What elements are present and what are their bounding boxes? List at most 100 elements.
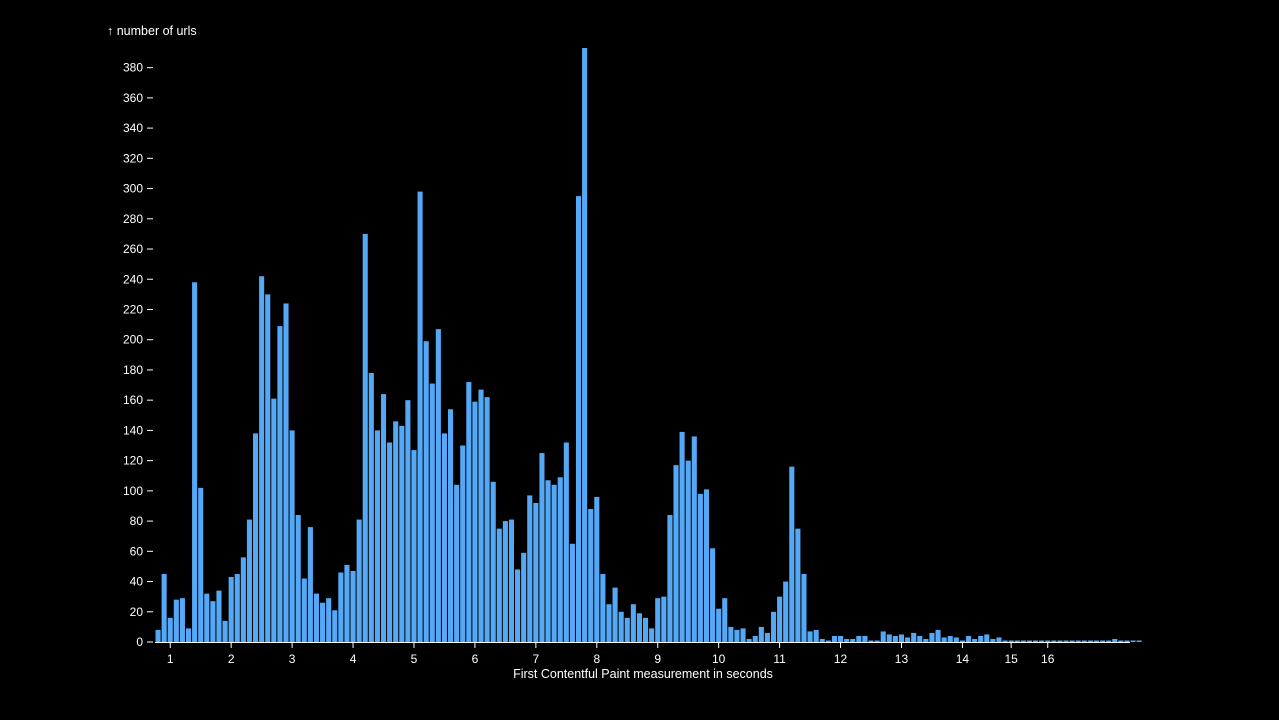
histogram-bar — [1118, 640, 1124, 642]
histogram-bar — [1136, 640, 1142, 642]
histogram-bar — [173, 599, 179, 642]
histogram-bar — [898, 634, 905, 642]
histogram-bar — [850, 638, 856, 642]
histogram-bar — [856, 635, 862, 642]
histogram-bar — [368, 372, 374, 642]
histogram-bar — [1045, 640, 1051, 642]
histogram-bar — [326, 598, 332, 642]
histogram-bar — [825, 640, 831, 642]
y-tick-label: 380 — [123, 61, 143, 75]
histogram-bar — [320, 602, 326, 642]
histogram-bar — [393, 421, 399, 642]
histogram-bar — [1087, 640, 1093, 642]
histogram-bar — [1069, 640, 1075, 642]
y-tick-label: 180 — [123, 363, 143, 377]
histogram-bar — [484, 397, 490, 642]
histogram-bar — [1020, 640, 1026, 642]
histogram-bar — [478, 389, 484, 642]
histogram-bar — [734, 629, 740, 642]
histogram-bar — [380, 394, 387, 642]
histogram-bar — [496, 528, 502, 642]
histogram-bar — [892, 635, 898, 642]
histogram-bar — [307, 527, 313, 642]
histogram-bar — [813, 629, 819, 642]
histogram-bar — [313, 593, 320, 642]
x-tick-label: 14 — [956, 652, 970, 666]
y-tick-label: 120 — [123, 454, 143, 468]
histogram-bar — [972, 638, 978, 642]
histogram-bar — [874, 640, 880, 642]
histogram-bar — [1106, 640, 1112, 642]
y-tick-label: 60 — [130, 544, 144, 558]
x-tick-label: 7 — [533, 652, 540, 666]
histogram-bar — [551, 484, 557, 642]
histogram-bar — [783, 581, 789, 642]
x-tick-label: 3 — [289, 652, 296, 666]
histogram-bar — [844, 638, 850, 642]
x-tick-label: 15 — [1004, 652, 1018, 666]
y-axis: 0 20 40 60 80 100 120 140 160 180 200 220 240 260 280 3… — [123, 61, 153, 649]
x-tick-label: 10 — [712, 652, 726, 666]
histogram-bar — [557, 477, 563, 642]
histogram-bar — [661, 596, 667, 642]
histogram-bar — [594, 496, 600, 642]
histogram-bar — [1033, 640, 1039, 642]
histogram-bar — [271, 398, 277, 642]
y-axis-label: ↑ number of urls — [107, 24, 197, 38]
x-tick-label: 8 — [593, 652, 600, 666]
histogram-bar — [179, 598, 185, 642]
y-tick-label: 0 — [136, 635, 143, 649]
histogram-bar — [838, 635, 844, 642]
histogram-bar — [728, 626, 734, 642]
histogram-bar — [606, 604, 612, 642]
histogram-bar — [764, 632, 770, 642]
histogram-bar — [161, 573, 167, 642]
histogram-bar — [155, 629, 161, 642]
histogram-bar — [911, 632, 917, 642]
histogram-bar — [1051, 640, 1057, 642]
x-tick-label: 5 — [411, 652, 418, 666]
histogram-bar — [996, 637, 1002, 642]
histogram-bar — [636, 613, 642, 642]
x-tick-label: 2 — [228, 652, 235, 666]
x-tick-label: 11 — [773, 652, 786, 666]
y-tick-label: 240 — [123, 272, 143, 286]
histogram-bar — [240, 557, 246, 642]
histogram-bar — [198, 487, 204, 642]
histogram-bar — [649, 628, 655, 642]
histogram-bar — [1014, 640, 1020, 642]
y-tick-label: 200 — [123, 333, 143, 347]
histogram-bar — [204, 593, 210, 642]
histogram-bar — [923, 638, 929, 642]
histogram-bar — [545, 480, 551, 642]
histogram-bar — [710, 548, 716, 642]
histogram-bar — [716, 608, 722, 642]
histogram-bar — [831, 635, 837, 642]
histogram-bar — [1075, 640, 1081, 642]
y-tick-label: 260 — [123, 242, 143, 256]
histogram-bar — [448, 409, 454, 642]
histogram-bar — [502, 521, 508, 642]
histogram-bar — [246, 519, 252, 642]
histogram-bar — [228, 577, 234, 642]
histogram-bar — [819, 638, 825, 642]
histogram-bar — [1039, 640, 1045, 642]
x-axis-label: First Contentful Paint measurement in se… — [513, 667, 773, 681]
x-tick-label: 1 — [167, 652, 174, 666]
histogram-bar — [167, 617, 173, 642]
histogram-bar — [417, 191, 423, 642]
histogram-bar — [490, 481, 496, 642]
bars-group — [155, 48, 1142, 642]
histogram-bar — [563, 442, 569, 642]
histogram-bar — [387, 442, 393, 642]
histogram-bar — [667, 515, 673, 642]
histogram-bar — [978, 635, 984, 642]
histogram-bar — [350, 570, 356, 642]
histogram-bar — [618, 611, 624, 642]
histogram-bar — [569, 543, 575, 642]
histogram-bar — [1026, 640, 1032, 642]
histogram-bar — [460, 445, 466, 642]
x-tick-label: 6 — [472, 652, 479, 666]
histogram-bar — [1130, 640, 1136, 642]
